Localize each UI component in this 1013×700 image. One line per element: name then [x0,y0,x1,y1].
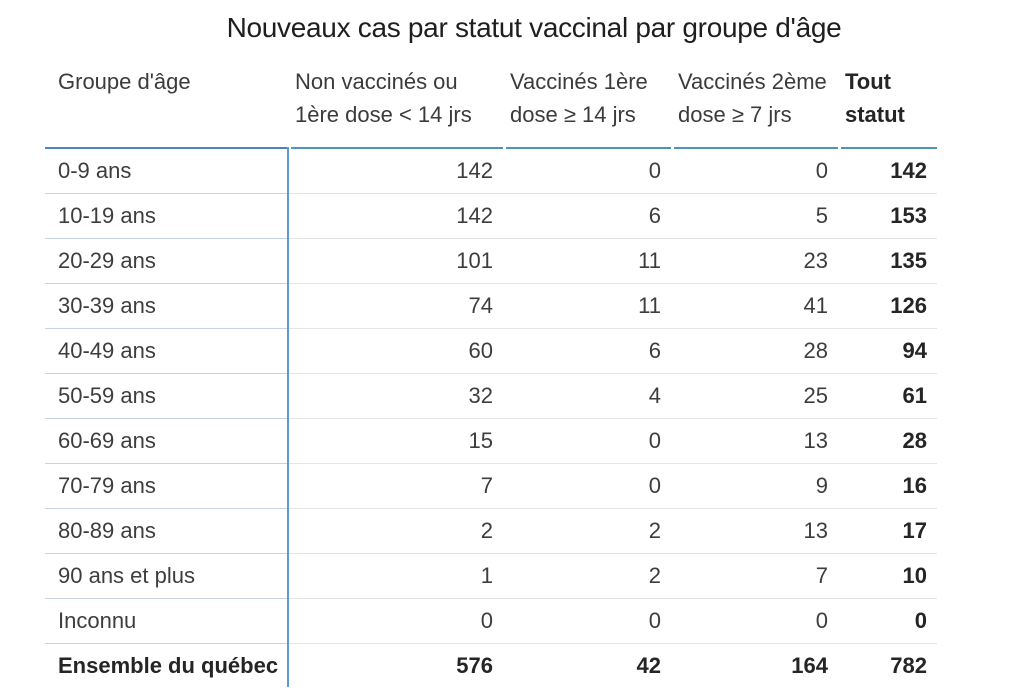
value-cell: 10 [838,554,937,599]
value-cell: 28 [838,419,937,464]
value-cell: 94 [838,329,937,374]
header-border-segment [291,147,503,149]
value-cell: 61 [838,374,937,419]
value-cell: 6 [503,194,671,239]
value-cell: 28 [671,329,838,374]
value-cell: 2 [503,554,671,599]
value-cell: 6 [503,329,671,374]
row-label: 40-49 ans [45,329,288,374]
table-row: 80-89 ans 2 2 13 17 [45,509,937,554]
value-cell: 9 [671,464,838,509]
table-row: 50-59 ans 32 4 25 61 [45,374,937,419]
header-border-segment [45,147,288,149]
row-label: 10-19 ans [45,194,288,239]
value-cell: 0 [503,599,671,644]
value-cell: 5 [671,194,838,239]
row-label: Inconnu [45,599,288,644]
row-header-divider-line [287,147,289,687]
value-cell: 0 [671,599,838,644]
value-cell: 23 [671,239,838,284]
value-cell: 0 [503,464,671,509]
value-cell: 0 [838,599,937,644]
value-cell: 42 [636,653,661,678]
value-cell: 782 [890,653,927,678]
header-border-segment [841,147,937,149]
column-header: Vaccinés 2ème dose ≥ 7 jrs [678,69,827,127]
table-row: 30-39 ans 74 11 41 126 [45,284,937,329]
column-header: Non vaccinés ou 1ère dose < 14 jrs [295,69,472,127]
table-row: 70-79 ans 7 0 9 16 [45,464,937,509]
value-cell: 142 [838,149,937,194]
value-cell: 135 [838,239,937,284]
value-cell: 164 [791,653,828,678]
value-cell: 126 [838,284,937,329]
table-row: 40-49 ans 60 6 28 94 [45,329,937,374]
column-header: Vaccinés 1ère dose ≥ 14 jrs [510,69,648,127]
row-label: 90 ans et plus [45,554,288,599]
value-cell: 153 [838,194,937,239]
value-cell: 2 [288,509,503,554]
value-cell: 15 [288,419,503,464]
table-row: Ensemble du québec 576 42 164 782 [45,644,937,689]
row-label: 80-89 ans [45,509,288,554]
table-header: Groupe d'âge Non vaccinés ou 1ère dose < 1… [45,61,937,147]
value-cell: 74 [288,284,503,329]
header-border-segment [674,147,838,149]
value-cell: 0 [288,599,503,644]
row-label: 0-9 ans [45,149,288,194]
table-header-border [45,147,937,149]
row-label: Ensemble du québec [58,653,279,678]
table-row: 0-9 ans 142 0 0 142 [45,149,937,194]
column-header: Tout statut [845,69,905,127]
value-cell: 142 [288,194,503,239]
value-cell: 0 [671,149,838,194]
row-label: 30-39 ans [45,284,288,329]
table-row: 60-69 ans 15 0 13 28 [45,419,937,464]
row-label: 60-69 ans [45,419,288,464]
chart-title: Nouveaux cas par statut vaccinal par gro… [226,12,842,43]
header-border-segment [506,147,671,149]
row-label: 20-29 ans [45,239,288,284]
value-cell: 25 [671,374,838,419]
row-label: 70-79 ans [45,464,288,509]
value-cell: 32 [288,374,503,419]
value-cell: 0 [503,149,671,194]
value-cell: 60 [288,329,503,374]
value-cell: 2 [503,509,671,554]
value-cell: 7 [288,464,503,509]
value-cell: 142 [288,149,503,194]
value-cell: 13 [671,419,838,464]
value-cell: 1 [288,554,503,599]
value-cell: 4 [503,374,671,419]
table-row: 90 ans et plus 1 2 7 10 [45,554,937,599]
value-cell: 13 [671,509,838,554]
table-row: Inconnu 0 0 0 0 [45,599,937,644]
table-row: 20-29 ans 101 11 23 135 [45,239,937,284]
value-cell: 576 [456,653,493,678]
value-cell: 7 [671,554,838,599]
table-body: 0-9 ans 142 0 0 142 10-19 ans 142 6 5 153 20-29 an… [45,149,937,689]
table-row: 10-19 ans 142 6 5 153 [45,194,937,239]
vaccination-status-table: Groupe d'âge Non vaccinés ou 1ère dose < 1… [45,61,937,689]
column-header: Groupe d'âge [58,69,191,94]
value-cell: 0 [503,419,671,464]
value-cell: 101 [288,239,503,284]
value-cell: 11 [503,284,671,329]
value-cell: 17 [838,509,937,554]
value-cell: 41 [671,284,838,329]
value-cell: 16 [838,464,937,509]
value-cell: 11 [503,239,671,284]
row-label: 50-59 ans [45,374,288,419]
